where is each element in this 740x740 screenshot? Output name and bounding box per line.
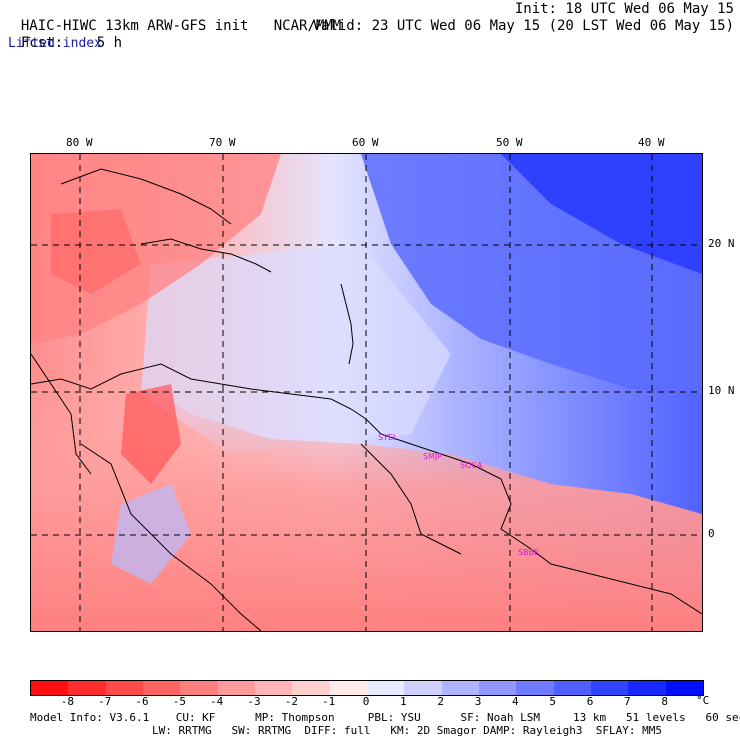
neutral-band	[141, 244, 451, 454]
colorbar-swatch	[31, 681, 69, 695]
coastline-lesser-antilles	[340, 283, 354, 365]
coastline-central-america	[31, 353, 92, 475]
colorbar-tick-label: -5	[172, 695, 186, 708]
colorbar-swatch	[441, 681, 479, 695]
lon-label-60w: 60 W	[352, 136, 379, 149]
colorbar-swatch	[665, 681, 703, 695]
lon-label-40w: 40 W	[638, 136, 665, 149]
coastlines	[31, 168, 702, 631]
colorbar-tick-label: -7	[98, 695, 112, 708]
model-title: HAIC-HIWC 13km ARW-GFS init NCAR/MMM	[4, 1, 341, 35]
lon-label-50w: 50 W	[496, 136, 523, 149]
unstable-core-colombia	[121, 384, 181, 484]
colorbar-unit: °C	[696, 694, 710, 707]
colorbar-swatch	[142, 681, 181, 695]
lifted-index-map	[30, 153, 703, 632]
border-line-2	[360, 443, 462, 555]
colorbar-tick-label: -3	[247, 695, 261, 708]
colorbar-tick-label: -4	[210, 695, 224, 708]
colorbar-tick-label: -8	[60, 695, 74, 708]
station-label-smjp: SMJP	[423, 452, 443, 461]
lat-label-10n: 10 N	[708, 384, 735, 397]
coastline-south-america	[31, 363, 702, 615]
lon-label-80w: 80 W	[66, 136, 93, 149]
lat-label-20n: 20 N	[708, 237, 735, 250]
forecast-hour: Fcst: 5 h	[4, 18, 122, 52]
colorbar-tick-label: 8	[661, 695, 668, 708]
lat-lon-grid	[31, 154, 702, 631]
colorbar-swatch	[329, 681, 367, 695]
colorbar-tick-label: 0	[362, 695, 370, 708]
valid-time: Valid: 23 UTC Wed 06 May 15 (20 LST Wed …	[312, 18, 734, 34]
unstable-core-cuba	[51, 209, 141, 294]
unstable-northwest	[31, 154, 281, 344]
station-label-syei: SYEI	[378, 433, 396, 442]
border-line-1	[80, 443, 262, 631]
colorbar-tick-label: 1	[400, 695, 407, 708]
lon-label-70w: 70 W	[209, 136, 236, 149]
colorbar-tick-label: -1	[322, 695, 336, 708]
colorbar-tick-label: 2	[437, 695, 444, 708]
colorbar-swatch	[404, 681, 442, 695]
colorbar-tick-label: 6	[586, 695, 594, 708]
colorbar-tick-label: 4	[512, 695, 519, 708]
colorbar-swatch	[516, 681, 554, 695]
colorbar-swatch	[628, 681, 666, 695]
init-time: Init: 18 UTC Wed 06 May 15	[514, 1, 734, 17]
colorbar-tick-label: 3	[474, 695, 482, 708]
colorbar-tick-label: 5	[549, 695, 556, 708]
colorbar-swatch	[180, 681, 218, 695]
colorbar-swatch	[292, 681, 330, 695]
org-name: NCAR/MMM	[273, 18, 342, 34]
colorbar-swatch	[68, 681, 106, 695]
colorbar	[30, 680, 704, 696]
fcst-label: Fcst:	[20, 35, 64, 51]
map-canvas	[31, 154, 702, 631]
colorbar-swatch	[217, 681, 255, 695]
colorbar-swatch	[105, 681, 143, 695]
colorbar-swatch	[553, 681, 591, 695]
lat-label-0: 0	[708, 527, 715, 540]
coastline-hispaniola	[140, 238, 272, 273]
colorbar-tick-label: -2	[284, 695, 298, 708]
coastline-cuba	[60, 168, 232, 225]
fcst-value: 5 h	[96, 35, 123, 51]
field-name: Lifted index	[8, 36, 102, 51]
station-label-soca: SOCA	[460, 461, 483, 470]
model-info-line1: Model Info: V3.6.1 CU: KF MP: Thompson P…	[30, 711, 740, 724]
model-name: HAIC-HIWC 13km ARW-GFS init	[20, 18, 249, 34]
colorbar-swatch	[590, 681, 629, 695]
colorbar-swatch	[366, 681, 405, 695]
colorbar-swatch	[478, 681, 517, 695]
station-label-sbbe: SBBE	[518, 548, 540, 557]
colorbar-tick-label: -6	[135, 695, 149, 708]
colorbar-tick-label: 7	[624, 695, 631, 708]
colorbar-swatch	[254, 681, 293, 695]
model-info-line2: LW: RRTMG SW: RRTMG DIFF: full KM: 2D Sm…	[152, 724, 662, 737]
